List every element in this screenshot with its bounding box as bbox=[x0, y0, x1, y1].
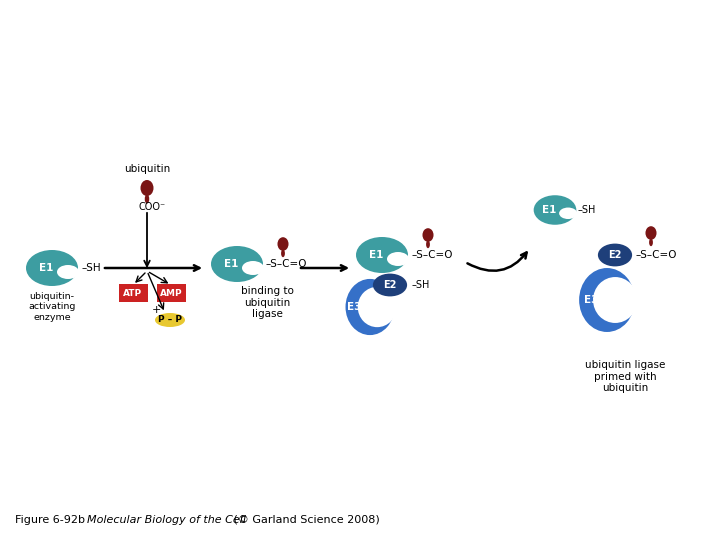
Ellipse shape bbox=[145, 194, 149, 204]
Text: –S–C=O: –S–C=O bbox=[266, 259, 307, 269]
Text: –SH: –SH bbox=[578, 205, 596, 215]
Text: E3: E3 bbox=[584, 295, 598, 305]
Ellipse shape bbox=[356, 237, 408, 273]
Ellipse shape bbox=[534, 195, 576, 225]
Ellipse shape bbox=[346, 279, 395, 335]
Text: P – P: P – P bbox=[158, 315, 182, 325]
Text: +: + bbox=[151, 305, 161, 315]
Ellipse shape bbox=[598, 244, 632, 266]
FancyBboxPatch shape bbox=[157, 284, 186, 302]
Text: –SH: –SH bbox=[412, 280, 431, 290]
Ellipse shape bbox=[426, 240, 430, 248]
Text: E1: E1 bbox=[542, 205, 556, 215]
Text: COO⁻: COO⁻ bbox=[138, 202, 166, 212]
Bar bbox=[376, 299, 405, 316]
Text: –SH: –SH bbox=[82, 263, 102, 273]
FancyBboxPatch shape bbox=[119, 284, 148, 302]
Text: ATP: ATP bbox=[123, 288, 143, 298]
Ellipse shape bbox=[57, 265, 79, 279]
Text: binding to
ubiquitin
ligase: binding to ubiquitin ligase bbox=[240, 286, 294, 319]
Text: ubiquitin: ubiquitin bbox=[124, 164, 170, 174]
Ellipse shape bbox=[559, 207, 577, 219]
Ellipse shape bbox=[593, 277, 637, 323]
Text: E1: E1 bbox=[39, 263, 53, 273]
Ellipse shape bbox=[645, 226, 657, 240]
Ellipse shape bbox=[358, 287, 397, 327]
Ellipse shape bbox=[242, 261, 264, 275]
Text: (© Garland Science 2008): (© Garland Science 2008) bbox=[230, 515, 379, 525]
Ellipse shape bbox=[26, 250, 78, 286]
Ellipse shape bbox=[649, 239, 653, 246]
Text: –S–C=O: –S–C=O bbox=[636, 250, 678, 260]
Bar bbox=[613, 290, 647, 310]
Text: E1: E1 bbox=[369, 250, 383, 260]
Text: E3: E3 bbox=[347, 302, 361, 312]
Ellipse shape bbox=[277, 237, 289, 251]
Ellipse shape bbox=[281, 249, 285, 257]
Ellipse shape bbox=[423, 228, 433, 242]
Ellipse shape bbox=[579, 268, 635, 332]
Ellipse shape bbox=[155, 313, 185, 327]
Text: E2: E2 bbox=[383, 280, 397, 290]
Text: Molecular Biology of the Cell: Molecular Biology of the Cell bbox=[87, 515, 246, 525]
Text: AMP: AMP bbox=[160, 288, 182, 298]
Ellipse shape bbox=[373, 274, 407, 296]
Text: E1: E1 bbox=[224, 259, 238, 269]
Text: ubiquitin ligase
primed with
ubiquitin: ubiquitin ligase primed with ubiquitin bbox=[585, 360, 665, 393]
Ellipse shape bbox=[140, 180, 153, 196]
Text: Figure 6-92b: Figure 6-92b bbox=[15, 515, 85, 525]
Text: ubiquitin-
activating
enzyme: ubiquitin- activating enzyme bbox=[28, 292, 76, 322]
Ellipse shape bbox=[387, 252, 409, 266]
Ellipse shape bbox=[211, 246, 263, 282]
Text: E2: E2 bbox=[608, 250, 621, 260]
Text: –S–C=O: –S–C=O bbox=[411, 250, 452, 260]
